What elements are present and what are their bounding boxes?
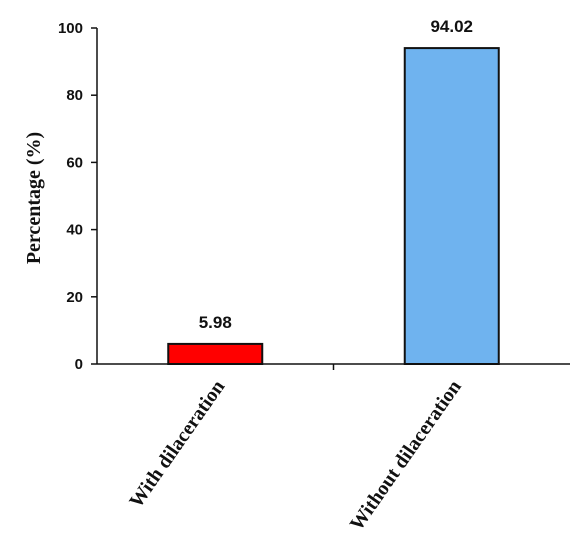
data-label: 5.98 (199, 313, 232, 332)
y-axis-ticks: 0 20 40 60 80 100 (58, 20, 335, 373)
category-label: Without dilaceration (346, 376, 466, 534)
y-tick-label: 40 (66, 222, 83, 239)
category-labels: With dilaceration Without dilaceration (125, 376, 466, 534)
y-tick-label: 0 (75, 356, 83, 373)
bars (167, 47, 500, 365)
y-axis-title: Percentage (%) (23, 132, 45, 264)
y-tick-label: 80 (66, 87, 83, 104)
category-label: With dilaceration (125, 376, 229, 512)
y-tick-label: 20 (66, 289, 83, 306)
bar-with-dilaceration (167, 342, 264, 365)
data-label: 94.02 (430, 17, 473, 36)
data-labels: 5.98 94.02 (199, 17, 473, 332)
y-tick-label: 100 (58, 20, 83, 37)
y-tick-label: 60 (66, 154, 83, 171)
bar-without-dilaceration (403, 47, 500, 365)
